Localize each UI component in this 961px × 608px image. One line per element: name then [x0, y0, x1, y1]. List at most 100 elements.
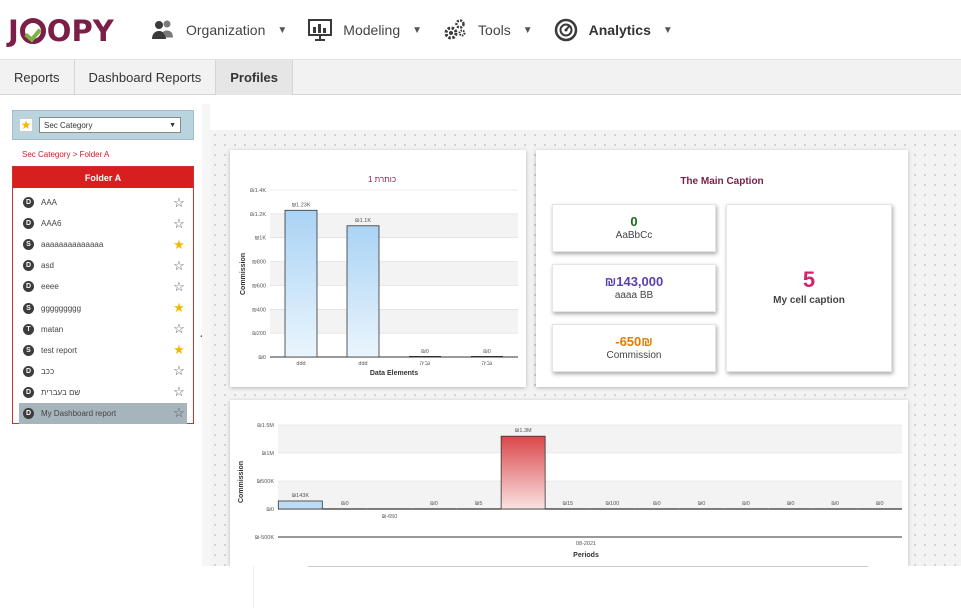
y-tick-label: ₪-500K	[255, 535, 275, 541]
star-outline-icon[interactable]: ☆	[173, 405, 185, 421]
report-type-badge: D	[23, 281, 34, 293]
data-label: ₪100	[605, 501, 619, 507]
kpi-big-value: 5	[802, 267, 816, 292]
report-type-badge: S	[23, 239, 34, 251]
report-list-item[interactable]: D AAA6 ☆	[13, 213, 193, 234]
folder-title: Folder A	[13, 167, 193, 188]
people-icon	[150, 18, 176, 42]
tab-profiles[interactable]: Profiles	[216, 60, 293, 95]
data-label: ₪0	[421, 349, 429, 355]
star-outline-icon[interactable]: ☆	[173, 194, 185, 210]
star-outline-icon[interactable]: ☆	[173, 278, 185, 294]
dashboard-canvas: כותרת 1 Commission Data Elements ₪0 ₪200 ₪…	[210, 130, 961, 566]
kpi-card-commission[interactable]: -650₪ Commission	[552, 324, 716, 372]
y-axis-label: Commission	[240, 253, 247, 295]
gauge-icon	[553, 18, 579, 42]
report-type-badge: D	[23, 386, 34, 398]
report-type-badge: S	[23, 344, 34, 356]
kpi-card-big[interactable]: 5 My cell caption	[726, 204, 892, 372]
star-outline-icon[interactable]: ☆	[173, 215, 185, 231]
report-name: aaaaaaaaaaaaaa	[41, 240, 104, 250]
data-label: ₪0	[742, 501, 750, 507]
bar-chart-1: כותרת 1 Commission Data Elements ₪0 ₪200 ₪…	[240, 175, 518, 377]
report-list-item[interactable]: D My Dashboard report ☆	[19, 402, 187, 425]
logo-check-o	[19, 18, 46, 44]
x-axis-label: Data Elements	[370, 370, 418, 377]
chart-title: כותרת 1	[368, 175, 396, 184]
report-type-badge: D	[23, 218, 34, 230]
data-label: ₪0	[787, 501, 795, 507]
star-filled-icon[interactable]: ★	[173, 300, 185, 316]
caption-card: The Main Caption 0 AaBbCc ₪143,000 aaaa …	[536, 150, 908, 387]
tab-reports[interactable]: Reports	[0, 60, 75, 95]
y-tick-label: ₪800	[252, 260, 266, 266]
bar-chart-2: Commission 08-2021 Periods ₪-500K ₪0 ₪500K…	[238, 423, 902, 559]
y-tick-label: ₪1.2K	[250, 212, 266, 218]
kpi-value: -650₪	[615, 334, 653, 349]
tab-dashboard-reports[interactable]: Dashboard Reports	[75, 60, 217, 95]
report-type-badge: D	[23, 260, 34, 272]
x-category-label: 08-2021	[576, 541, 596, 547]
bar-chart-card: כותרת 1 Commission Data Elements ₪0 ₪200 ₪…	[230, 150, 526, 387]
kpi-card-aabbcc[interactable]: 0 AaBbCc	[552, 204, 716, 252]
nav-analytics[interactable]: Analytics ▼	[553, 18, 673, 42]
y-axis-label: Commission	[238, 461, 245, 503]
tab-bar: Reports Dashboard Reports Profiles	[0, 60, 961, 95]
bar[interactable]	[500, 435, 546, 510]
star-outline-icon[interactable]: ☆	[173, 384, 185, 400]
data-label: ₪0	[341, 501, 349, 507]
nav-modeling[interactable]: Modeling ▼	[307, 18, 422, 42]
chevron-down-icon: ▼	[412, 24, 423, 36]
y-tick-label: ₪1.5M	[257, 423, 274, 429]
star-filled-icon[interactable]: ★	[173, 236, 185, 252]
y-tick-label: ₪200	[252, 331, 266, 337]
x-tick-label: ddd	[296, 361, 305, 367]
star-outline-icon[interactable]: ☆	[173, 257, 185, 273]
kpi-card-aaaa-bb[interactable]: ₪143,000 aaaa BB	[552, 264, 716, 312]
y-tick-label: ₪600	[252, 283, 266, 289]
breadcrumb[interactable]: Sec Category > Folder A	[22, 150, 110, 159]
favorite-star-icon[interactable]: ★	[19, 118, 33, 132]
star-outline-icon[interactable]: ☆	[173, 363, 185, 379]
bar[interactable]	[277, 500, 323, 510]
chevron-down-icon: ▼	[169, 121, 176, 129]
grid-band	[270, 261, 518, 286]
y-tick-label: ₪500K	[256, 479, 274, 485]
report-type-badge: S	[23, 302, 34, 314]
dashboard-area: כותרת 1 Commission Data Elements ₪0 ₪200 ₪…	[202, 104, 961, 566]
data-label: ₪0	[698, 501, 706, 507]
main-nav: Organization ▼ Modeling ▼ Tools ▼ Analyt…	[150, 18, 693, 42]
kpi-value: 0	[630, 214, 638, 229]
report-list-item[interactable]: D AAA ☆	[13, 192, 193, 213]
data-label: ₪0	[831, 501, 839, 507]
report-list-item[interactable]: D ככב ☆	[13, 361, 193, 382]
grid-band	[270, 309, 518, 334]
star-filled-icon[interactable]: ★	[173, 342, 185, 358]
data-label: ₪1.1K	[355, 218, 371, 224]
kpi-big-label: My cell caption	[773, 295, 845, 306]
report-list-item[interactable]: D שם בעברית ☆	[13, 382, 193, 403]
data-label: ₪0	[483, 349, 491, 355]
star-outline-icon[interactable]: ☆	[173, 321, 185, 337]
report-name: ggggggggg	[41, 303, 82, 313]
y-tick-label: ₪0	[258, 355, 266, 361]
data-label: ₪0	[653, 501, 661, 507]
bar[interactable]	[346, 225, 380, 358]
nav-tools[interactable]: Tools ▼	[442, 18, 533, 42]
data-label: ₪1.23K	[291, 202, 310, 208]
report-name: My Dashboard report	[41, 408, 117, 418]
chart-board-icon	[307, 18, 333, 42]
category-select[interactable]: Sec Category ▼	[39, 117, 181, 133]
top-navigation-bar: J OPY Organization ▼ Modeling ▼ Tools ▼	[0, 0, 961, 60]
nav-organization[interactable]: Organization ▼	[150, 18, 287, 42]
joopy-logo[interactable]: J OPY	[8, 14, 114, 48]
bar[interactable]	[284, 209, 318, 358]
